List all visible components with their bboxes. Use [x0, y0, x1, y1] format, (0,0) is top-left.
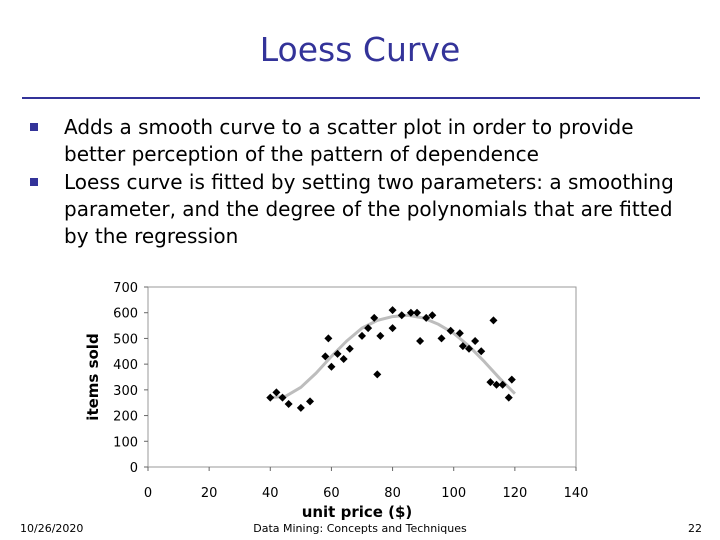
- footer-date: 10/26/2020: [20, 522, 84, 535]
- data-point: [437, 334, 446, 343]
- x-tick-label: 100: [441, 486, 466, 501]
- footer-page-number: 22: [688, 522, 702, 535]
- title-divider: [22, 97, 700, 99]
- data-point: [471, 337, 480, 345]
- data-point: [278, 393, 287, 402]
- data-point: [339, 355, 348, 363]
- square-bullet-icon: [30, 178, 38, 186]
- data-point: [489, 316, 498, 325]
- data-point: [321, 352, 330, 361]
- x-axis-label: unit price ($): [302, 503, 413, 521]
- x-tick-label: 20: [201, 486, 218, 501]
- data-point: [358, 331, 366, 340]
- x-tick-label: 0: [144, 486, 152, 501]
- bullet-item: Loess curve is fitted by setting two par…: [30, 169, 690, 250]
- loess-curve-line: [270, 313, 516, 400]
- x-tick-label: 60: [323, 486, 340, 501]
- data-point: [306, 397, 315, 406]
- y-tick-label: 500: [113, 332, 138, 347]
- data-point: [416, 337, 425, 345]
- y-tick-label: 700: [113, 281, 138, 296]
- data-point: [406, 308, 415, 317]
- data-point: [333, 349, 342, 358]
- data-point: [507, 375, 516, 384]
- data-point: [388, 324, 397, 333]
- data-point: [272, 388, 281, 397]
- data-point: [296, 403, 305, 412]
- data-point: [492, 380, 501, 389]
- data-point: [373, 370, 382, 379]
- loess-scatter-chart: 0 100 200 300 400 500 600 700 0 20 40 60 80 100 120 140…: [84, 281, 589, 521]
- data-point: [345, 344, 354, 353]
- y-tick-label: 0: [130, 461, 138, 476]
- data-point: [422, 313, 431, 322]
- bullet-text: Loess curve is fitted by setting two par…: [64, 170, 674, 248]
- data-point: [428, 311, 437, 320]
- y-tick-label: 100: [113, 435, 138, 450]
- x-tick-label: 120: [502, 486, 527, 501]
- data-point: [458, 342, 467, 351]
- data-point: [370, 313, 379, 322]
- data-point: [397, 311, 406, 320]
- data-point: [498, 380, 507, 389]
- data-point: [327, 362, 336, 371]
- data-point: [465, 344, 473, 353]
- data-point: [364, 324, 373, 333]
- data-point: [413, 308, 422, 317]
- bullet-item: Adds a smooth curve to a scatter plot in…: [30, 114, 690, 168]
- bullet-list: Adds a smooth curve to a scatter plot in…: [30, 114, 690, 251]
- y-tick-label: 300: [113, 384, 138, 399]
- y-tick-label: 400: [113, 358, 138, 373]
- footer-title: Data Mining: Concepts and Techniques: [253, 522, 467, 535]
- data-point: [477, 347, 486, 356]
- y-tick-label: 200: [113, 410, 138, 425]
- data-point: [284, 400, 293, 408]
- data-point: [388, 306, 397, 315]
- x-tick-label: 140: [564, 486, 589, 501]
- y-axis-label: items sold: [84, 333, 102, 420]
- data-point: [376, 331, 385, 340]
- plot-frame: [147, 286, 577, 468]
- data-point: [446, 326, 455, 335]
- x-tick-label: 40: [262, 486, 279, 501]
- slide-title: Loess Curve: [259, 30, 461, 69]
- data-point: [455, 329, 464, 338]
- data-point: [324, 334, 333, 343]
- data-point: [486, 378, 495, 387]
- square-bullet-icon: [30, 123, 38, 131]
- y-tick-label: 600: [113, 307, 138, 322]
- data-point: [504, 393, 513, 402]
- bullet-text: Adds a smooth curve to a scatter plot in…: [64, 115, 634, 166]
- x-tick-label: 80: [384, 486, 401, 501]
- data-point: [266, 393, 275, 402]
